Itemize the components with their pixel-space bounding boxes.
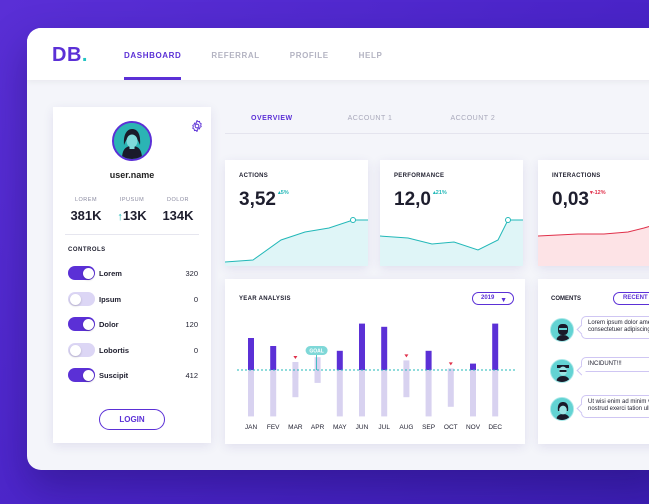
- goal-badge: [305, 346, 328, 355]
- control-row: Lorem 320: [68, 265, 198, 281]
- bar-below: [381, 370, 388, 417]
- stat-lorem: LOREM 381K: [70, 197, 102, 223]
- comment-bubble: Ut wisi enim ad minim veniamquis nostrud…: [581, 395, 649, 418]
- control-row: Lobortis 0: [68, 342, 198, 358]
- year-select[interactable]: 2019 ▼: [472, 292, 514, 305]
- user-avatar-icon: [551, 319, 573, 341]
- avatar: [550, 359, 574, 383]
- bar-chart: JAN FEV MAR APR MAY JUN JUL AUG SEP OCT NOV DEC GOAL: [237, 323, 515, 431]
- x-tick-label: DEC: [488, 424, 502, 431]
- bar-above: [270, 346, 277, 370]
- x-tick-label: JUN: [356, 424, 369, 431]
- bar-below: [314, 357, 321, 370]
- login-button[interactable]: LOGIN: [99, 409, 165, 430]
- user-avatar-icon: [551, 360, 573, 382]
- x-tick-label: OCT: [444, 424, 458, 431]
- below-goal-marker: [404, 354, 409, 358]
- avatar: [550, 397, 574, 421]
- toggle-switch[interactable]: [68, 266, 95, 280]
- toggle-switch[interactable]: [68, 317, 95, 331]
- comment-bubble: INCIDUNT!!!: [581, 357, 649, 373]
- toggle-switch[interactable]: [68, 368, 95, 382]
- x-tick-label: NOV: [466, 424, 481, 431]
- bar-above: [425, 350, 432, 370]
- sparkline-chart: [380, 217, 523, 266]
- bar-above: [470, 363, 476, 370]
- x-tick-label: MAY: [333, 424, 347, 431]
- x-tick-label: JAN: [245, 424, 258, 431]
- bar-below: [248, 370, 254, 417]
- control-row: Ipsum 0: [68, 291, 198, 307]
- user-avatar-icon: [551, 398, 573, 420]
- x-tick-label: MAR: [288, 424, 303, 431]
- bar-above: [492, 323, 499, 370]
- x-tick-label: APR: [311, 424, 325, 431]
- bar-above: [381, 326, 388, 370]
- main-nav: DASHBOARD REFERRAL PROFILE HELP: [124, 28, 412, 80]
- comment-bubble: Lorem ipsum dolor amet, consectetuer adi…: [581, 316, 649, 339]
- nav-dashboard[interactable]: DASHBOARD: [124, 28, 182, 80]
- bar-below: [447, 368, 454, 370]
- logo[interactable]: DB.: [52, 44, 88, 66]
- below-goal-marker: [448, 362, 453, 366]
- bar-below: [292, 362, 299, 370]
- x-tick-label: AUG: [399, 424, 413, 431]
- recent-filter-button[interactable]: RECENT: [613, 292, 649, 305]
- gear-icon[interactable]: [190, 119, 204, 133]
- sparkline-chart: [538, 226, 649, 266]
- account-tabs: OVERVIEW ACCOUNT 1 ACCOUNT 2: [225, 112, 649, 134]
- bar-above: [336, 350, 343, 370]
- arrow-up-icon: ↑: [117, 211, 123, 223]
- goal-label: GOAL: [309, 349, 323, 355]
- sparkline-chart: [225, 217, 368, 266]
- nav-profile[interactable]: PROFILE: [289, 51, 329, 60]
- stat-ipusum: IPUSUM ↑13K: [117, 197, 147, 223]
- bar-below: [292, 370, 299, 398]
- profile-stats: LOREM 381K IPUSUM ↑13K DOLOR 134K: [63, 197, 201, 223]
- username: user.name: [109, 170, 155, 180]
- bar-below: [270, 370, 277, 417]
- avatar: [550, 318, 574, 342]
- divider: [65, 234, 199, 235]
- bar-below: [359, 370, 365, 417]
- bar-above: [248, 338, 254, 370]
- year-analysis-card: YEAR ANALYSIS 2019 ▼ JAN FEV MAR APR MAY JUN JU…: [225, 279, 525, 444]
- control-row: Suscipit 412: [68, 367, 198, 383]
- caret-down-icon: ▼: [500, 297, 507, 304]
- bar-below: [314, 370, 321, 383]
- x-tick-label: SEP: [422, 424, 435, 431]
- kpi-card-interactions: INTERACTIONS 0,03 ▾-12%: [538, 160, 649, 266]
- dashboard-window: DB. DASHBOARD REFERRAL PROFILE HELP user…: [27, 28, 649, 470]
- bar-below: [492, 370, 499, 417]
- profile-card: user.name LOREM 381K IPUSUM ↑13K DOLOR 1…: [53, 107, 211, 443]
- toggle-switch[interactable]: [68, 292, 95, 306]
- nav-help[interactable]: HELP: [358, 51, 383, 60]
- control-row: Dolor 120: [68, 316, 198, 332]
- comments-card: COMENTS RECENT Lorem ipsum dolor amet, c…: [538, 279, 649, 444]
- bar-below: [425, 370, 432, 417]
- controls-title: CONTROLS: [68, 247, 106, 253]
- tab-account-1[interactable]: ACCOUNT 1: [347, 115, 393, 122]
- stat-dolor: DOLOR 134K: [162, 197, 194, 223]
- bar-below: [447, 370, 454, 407]
- bar-below: [403, 360, 410, 370]
- tab-account-2[interactable]: ACCOUNT 2: [450, 115, 496, 122]
- kpi-card-performance: PERFORMANCE 12,0 ▴21%: [380, 160, 523, 266]
- avatar: [112, 121, 152, 161]
- below-goal-marker: [293, 356, 298, 359]
- x-tick-label: JUL: [378, 424, 390, 431]
- toggle-switch[interactable]: [68, 343, 95, 357]
- bar-below: [336, 370, 343, 417]
- user-avatar-icon: [114, 123, 150, 159]
- nav-referral[interactable]: REFERRAL: [211, 51, 260, 60]
- bar-below: [470, 370, 476, 417]
- x-tick-label: FEV: [267, 424, 280, 431]
- top-navbar: DB. DASHBOARD REFERRAL PROFILE HELP: [27, 28, 649, 80]
- kpi-card-actions: ACTIONS 3,52 ▴5%: [225, 160, 368, 266]
- bar-above: [359, 323, 365, 370]
- tab-overview[interactable]: OVERVIEW: [251, 115, 293, 122]
- bar-below: [403, 370, 410, 398]
